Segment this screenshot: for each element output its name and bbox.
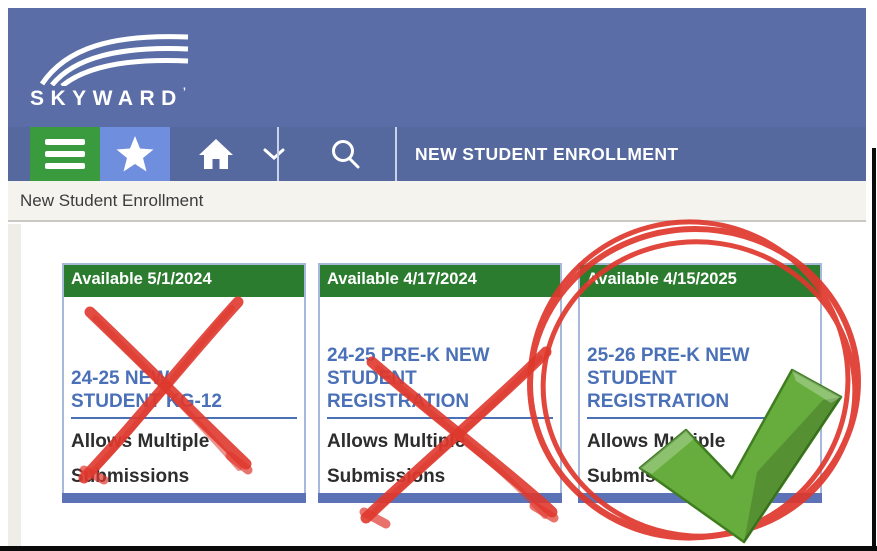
chevron-down-icon bbox=[263, 148, 285, 160]
search-button[interactable] bbox=[308, 127, 382, 181]
main-navbar: NEW STUDENT ENROLLMENT bbox=[8, 127, 866, 181]
card-footer-bar bbox=[578, 493, 822, 503]
nav-divider bbox=[395, 127, 397, 181]
card-body: 24-25 NEW STUDENT KG-12 Allows Multiple … bbox=[64, 367, 304, 551]
favorites-button[interactable] bbox=[100, 127, 170, 181]
hamburger-icon bbox=[45, 139, 85, 169]
search-icon bbox=[332, 140, 360, 169]
enrollment-link-2526-prek[interactable]: 25-26 PRE-K NEW STUDENT REGISTRATION bbox=[587, 344, 813, 419]
card-footer-bar bbox=[318, 493, 562, 503]
enrollment-link-2425-prek[interactable]: 24-25 PRE-K NEW STUDENT REGISTRATION bbox=[327, 344, 553, 419]
breadcrumb: New Student Enrollment bbox=[20, 190, 204, 210]
screenshot-border-bottom bbox=[0, 546, 877, 551]
card-footer-bar bbox=[62, 493, 306, 503]
skyward-logo-text: SKYWARD’ bbox=[30, 86, 186, 110]
availability-banner: Available 4/17/2024 bbox=[320, 265, 560, 297]
home-dropdown-button[interactable] bbox=[254, 127, 294, 181]
left-gutter bbox=[8, 224, 21, 546]
availability-banner: Available 4/15/2025 bbox=[580, 265, 820, 297]
enrollment-card-kg12-2425: Available 5/1/2024 24-25 NEW STUDENT KG-… bbox=[62, 263, 306, 503]
skyward-logo-arcs-icon bbox=[40, 34, 189, 86]
logo-trademark-tick: ’ bbox=[182, 86, 186, 98]
nav-divider bbox=[277, 127, 279, 181]
star-icon bbox=[116, 136, 154, 172]
card-body: 24-25 PRE-K NEW STUDENT REGISTRATION All… bbox=[320, 344, 560, 540]
app-header: SKYWARD’ bbox=[8, 8, 866, 127]
skyward-logo: SKYWARD’ bbox=[30, 30, 200, 116]
availability-banner: Available 5/1/2024 bbox=[64, 265, 304, 297]
card-body: 25-26 PRE-K NEW STUDENT REGISTRATION All… bbox=[580, 344, 820, 540]
home-button[interactable] bbox=[180, 127, 252, 181]
page-title: NEW STUDENT ENROLLMENT bbox=[415, 143, 679, 164]
menu-button[interactable] bbox=[30, 127, 100, 181]
enrollment-card-prek-2425: Available 4/17/2024 24-25 PRE-K NEW STUD… bbox=[318, 263, 562, 503]
enrollment-link-2425-kg12[interactable]: 24-25 NEW STUDENT KG-12 bbox=[71, 367, 297, 419]
submissions-note: Allows Multiple Submissions bbox=[327, 431, 466, 487]
breadcrumb-bar: New Student Enrollment bbox=[8, 181, 866, 222]
enrollment-card-prek-2526: Available 4/15/2025 25-26 PRE-K NEW STUD… bbox=[578, 263, 822, 503]
submissions-note: Allows Multiple Submissions bbox=[587, 431, 726, 487]
home-icon bbox=[199, 139, 233, 169]
screenshot-border-right bbox=[872, 148, 876, 551]
submissions-note: Allows Multiple Submissions bbox=[71, 431, 210, 487]
